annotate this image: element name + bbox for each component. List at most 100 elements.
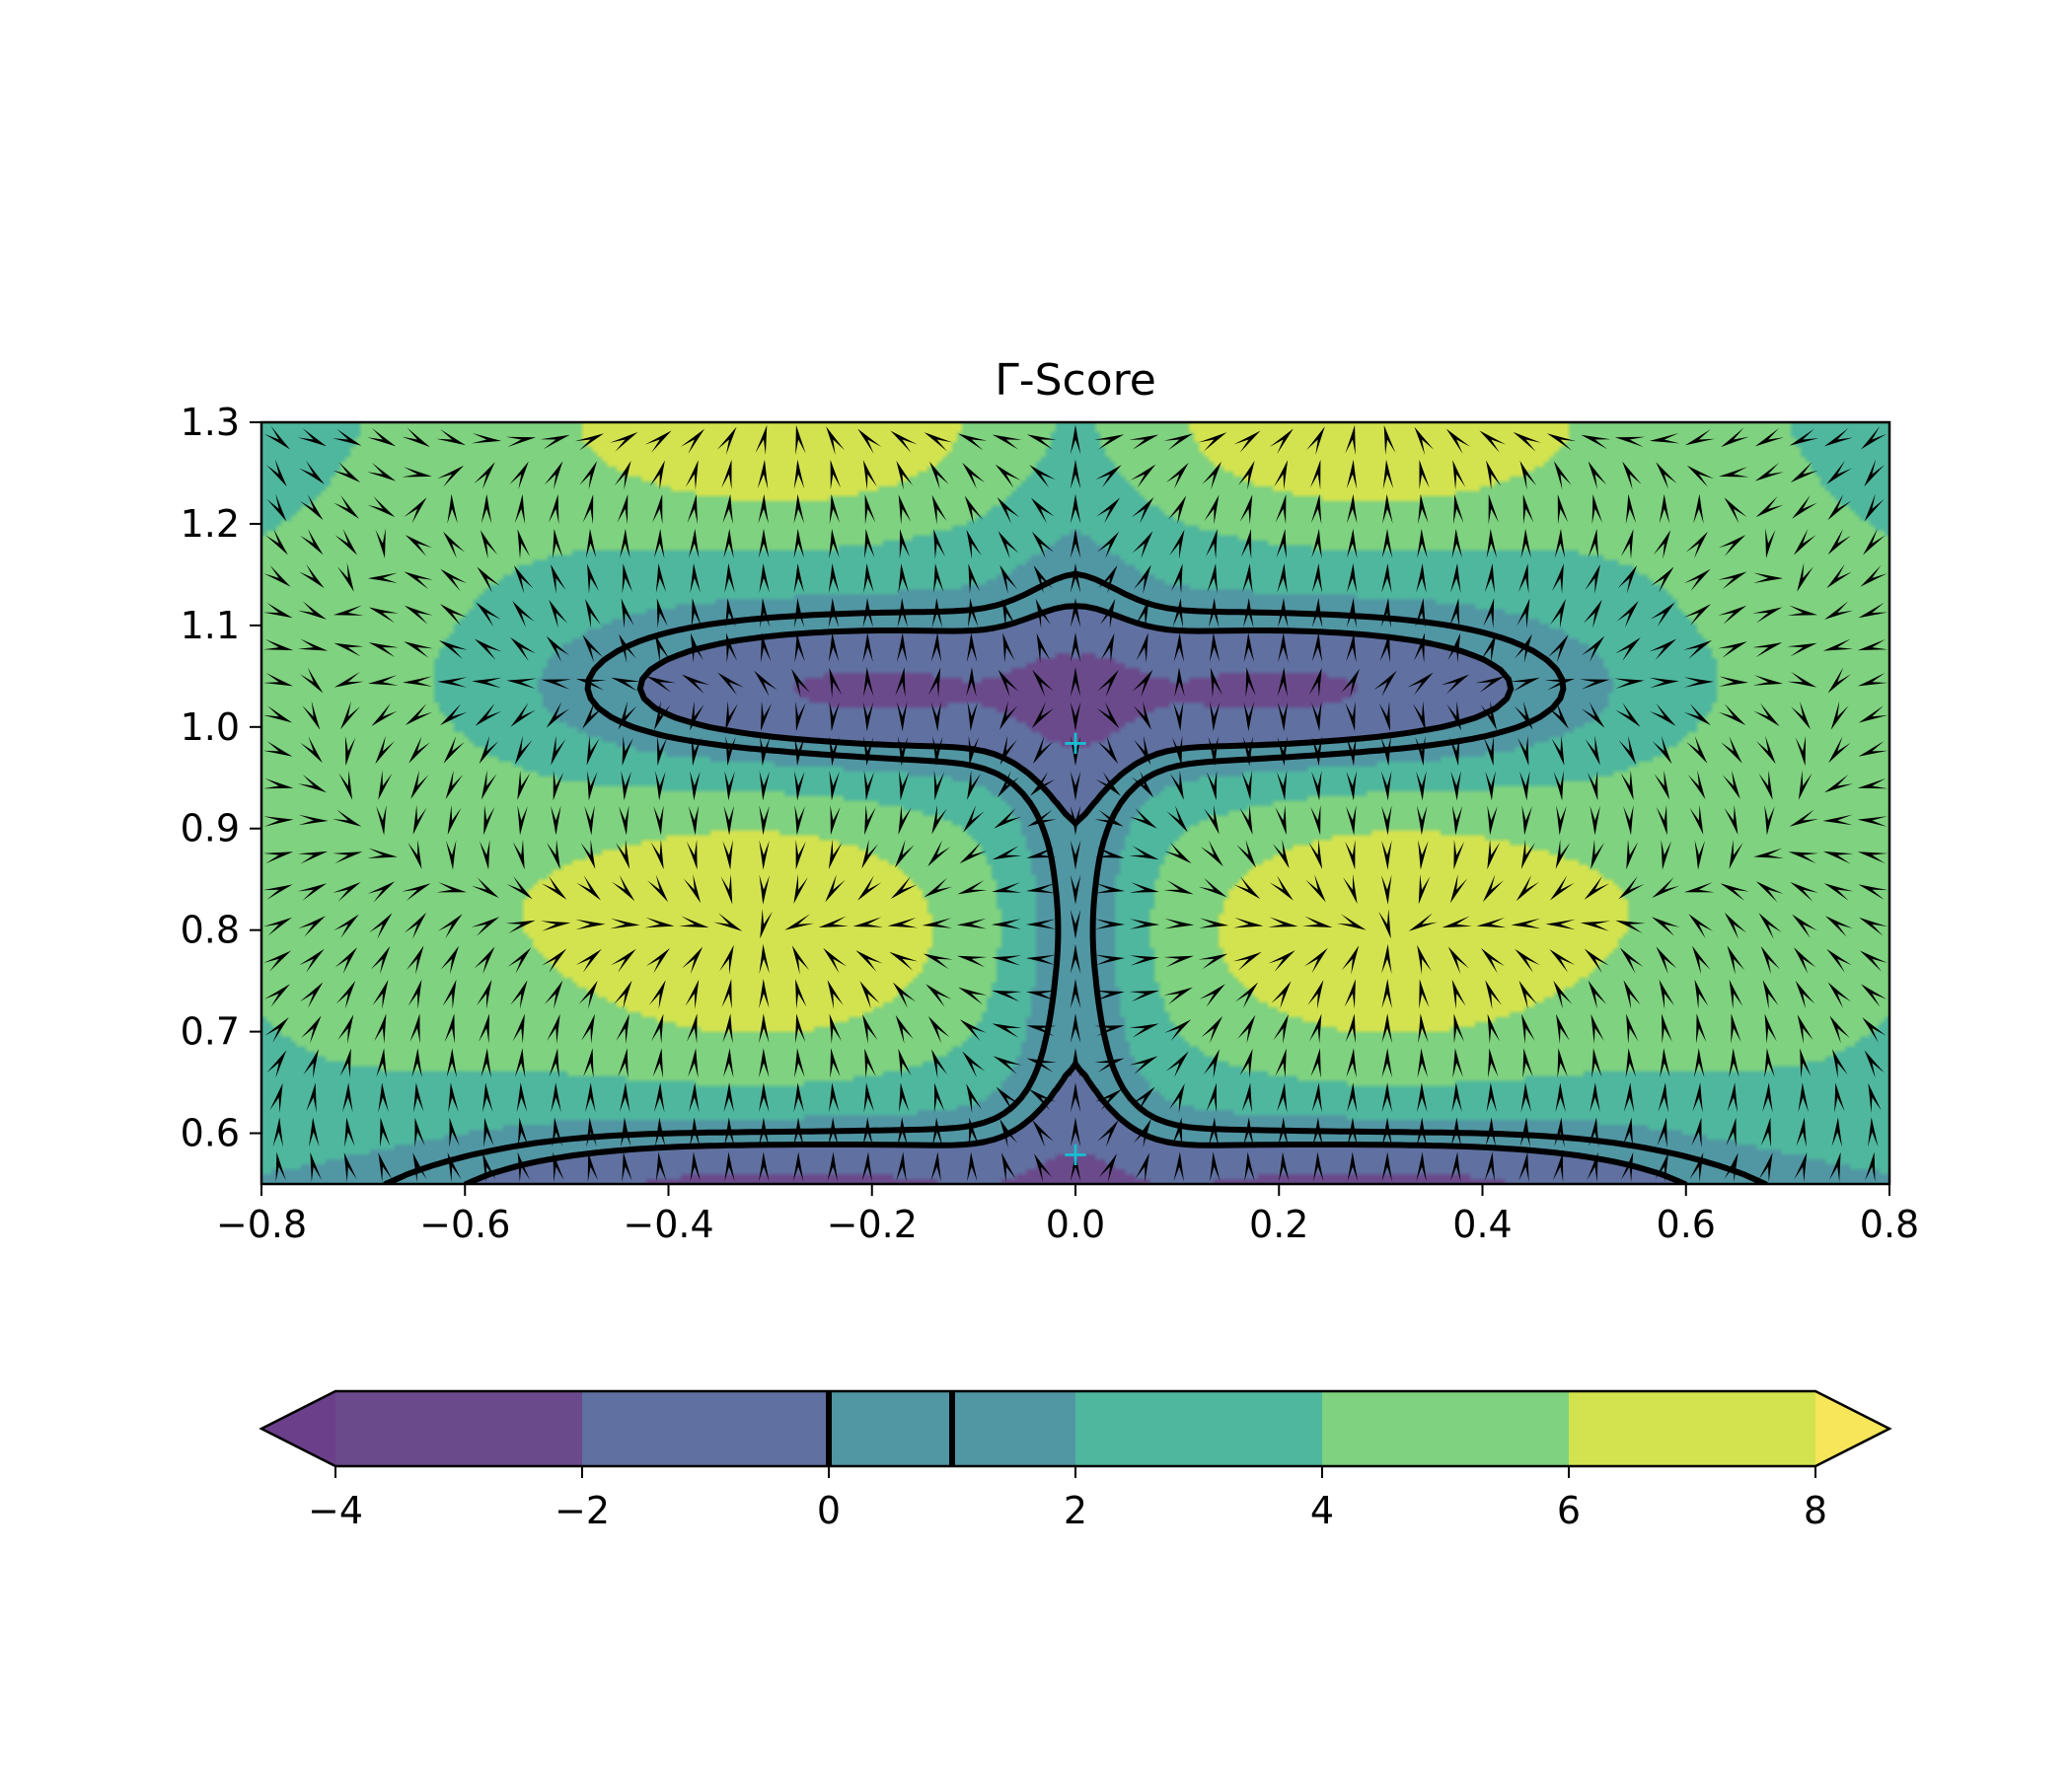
quiver-arrow	[1760, 945, 1781, 975]
quiver-arrow	[1618, 735, 1637, 765]
y-tick-label: 0.9	[181, 807, 240, 851]
quiver-arrow	[1824, 428, 1854, 447]
quiver-arrow	[1129, 990, 1159, 1002]
quiver-arrow	[896, 632, 908, 663]
quiver-arrow	[1650, 602, 1675, 628]
quiver-arrow	[644, 917, 675, 928]
quiver-arrow	[998, 531, 1019, 559]
quiver-arrow	[300, 982, 324, 1008]
quiver-arrow	[967, 770, 982, 800]
quiver-arrow	[794, 1048, 805, 1078]
quiver-arrow	[1858, 741, 1888, 757]
quiver-arrow	[716, 426, 737, 456]
y-tick-label: 1.2	[181, 502, 240, 546]
quiver-arrow	[685, 460, 699, 490]
quiver-arrow	[655, 1151, 667, 1182]
quiver-arrow	[1408, 913, 1438, 931]
quiver-arrow	[266, 493, 287, 522]
quiver-arrow	[967, 598, 979, 629]
quiver-arrow	[688, 1048, 699, 1078]
quiver-arrow	[1683, 568, 1711, 592]
quiver-arrow	[1373, 670, 1397, 698]
quiver-arrow	[335, 981, 356, 1009]
quiver-arrow	[369, 913, 393, 939]
quiver-arrow	[757, 459, 769, 489]
quiver-arrow	[1070, 840, 1081, 870]
quiver-arrow	[759, 1048, 770, 1078]
quiver-arrow	[828, 562, 840, 594]
quiver-arrow	[1129, 808, 1157, 829]
quiver-arrow	[1245, 667, 1256, 698]
quiver-arrow	[1095, 772, 1121, 796]
quiver-arrow	[1623, 1082, 1635, 1113]
quiver-arrow	[1661, 840, 1671, 870]
colorbar-tick-label: 6	[1557, 1489, 1581, 1532]
quiver-arrow	[447, 493, 458, 524]
quiver-arrow	[1346, 632, 1357, 663]
quiver-arrow	[342, 1082, 353, 1113]
quiver-arrow	[1857, 816, 1887, 827]
quiver-arrow	[992, 1023, 1022, 1038]
quiver-arrow	[966, 1083, 982, 1114]
quiver-arrow	[1070, 528, 1081, 558]
quiver-arrow	[1581, 635, 1605, 662]
quiver-arrow	[378, 1082, 389, 1113]
quiver-arrows	[262, 424, 1888, 1183]
quiver-arrow	[898, 494, 912, 525]
quiver-arrow	[1129, 1023, 1159, 1038]
quiver-arrow	[1822, 851, 1854, 864]
quiver-arrow	[512, 1013, 525, 1044]
quiver-arrow	[899, 1082, 910, 1113]
quiver-arrow	[1452, 1048, 1463, 1078]
quiver-arrow	[1346, 1048, 1357, 1078]
quiver-arrow	[611, 948, 636, 973]
quiver-arrow	[826, 426, 845, 456]
quiver-arrow	[333, 462, 361, 482]
quiver-arrow	[1032, 669, 1054, 698]
quiver-arrow	[1691, 1117, 1702, 1147]
quiver-arrow	[959, 842, 987, 864]
quiver-arrow	[784, 914, 814, 930]
quiver-arrow	[896, 1151, 907, 1182]
quiver-arrow	[759, 1151, 770, 1182]
quiver-arrow	[1547, 701, 1569, 729]
quiver-arrow	[862, 667, 874, 698]
quiver-arrow	[1485, 771, 1496, 801]
quiver-arrow	[1792, 494, 1817, 519]
quiver-arrow	[1790, 882, 1818, 902]
quiver-arrow	[1416, 562, 1427, 594]
quiver-arrow	[890, 430, 918, 453]
quiver-arrow	[650, 839, 664, 870]
quiver-arrow	[549, 599, 568, 629]
quiver-arrow	[575, 919, 606, 930]
quiver-arrow	[925, 984, 952, 1007]
quiver-arrow	[1165, 462, 1189, 489]
quiver-arrow	[997, 496, 1020, 524]
quiver-arrow	[620, 1082, 630, 1113]
quiver-arrow	[1556, 805, 1567, 836]
colorbar-tick-label: 0	[817, 1489, 841, 1532]
quiver-arrow	[1096, 497, 1121, 524]
chart-title: Γ-Score	[995, 355, 1156, 406]
quiver-arrow	[620, 528, 630, 558]
quiver-arrow	[446, 840, 457, 870]
quiver-arrow	[1686, 736, 1708, 764]
quiver-arrow	[1760, 1117, 1772, 1147]
quiver-arrow	[410, 770, 429, 799]
quiver-arrow	[610, 918, 640, 929]
colorbar-tick-label: −2	[555, 1489, 610, 1532]
quiver-arrow	[1724, 912, 1747, 939]
quiver-arrow	[1129, 955, 1160, 966]
quiver-arrow	[1585, 735, 1600, 766]
quiver-arrow	[553, 528, 563, 559]
quiver-arrow	[1752, 675, 1783, 686]
quiver-arrow	[1791, 701, 1811, 730]
quiver-arrow	[966, 667, 977, 698]
quiver-arrow	[862, 632, 873, 663]
quiver-arrow	[1620, 529, 1634, 559]
quiver-arrow	[1419, 459, 1430, 490]
quiver-arrow	[999, 564, 1017, 594]
quiver-arrow	[1557, 1048, 1568, 1078]
quiver-arrow	[755, 424, 768, 456]
quiver-arrow	[863, 771, 875, 801]
